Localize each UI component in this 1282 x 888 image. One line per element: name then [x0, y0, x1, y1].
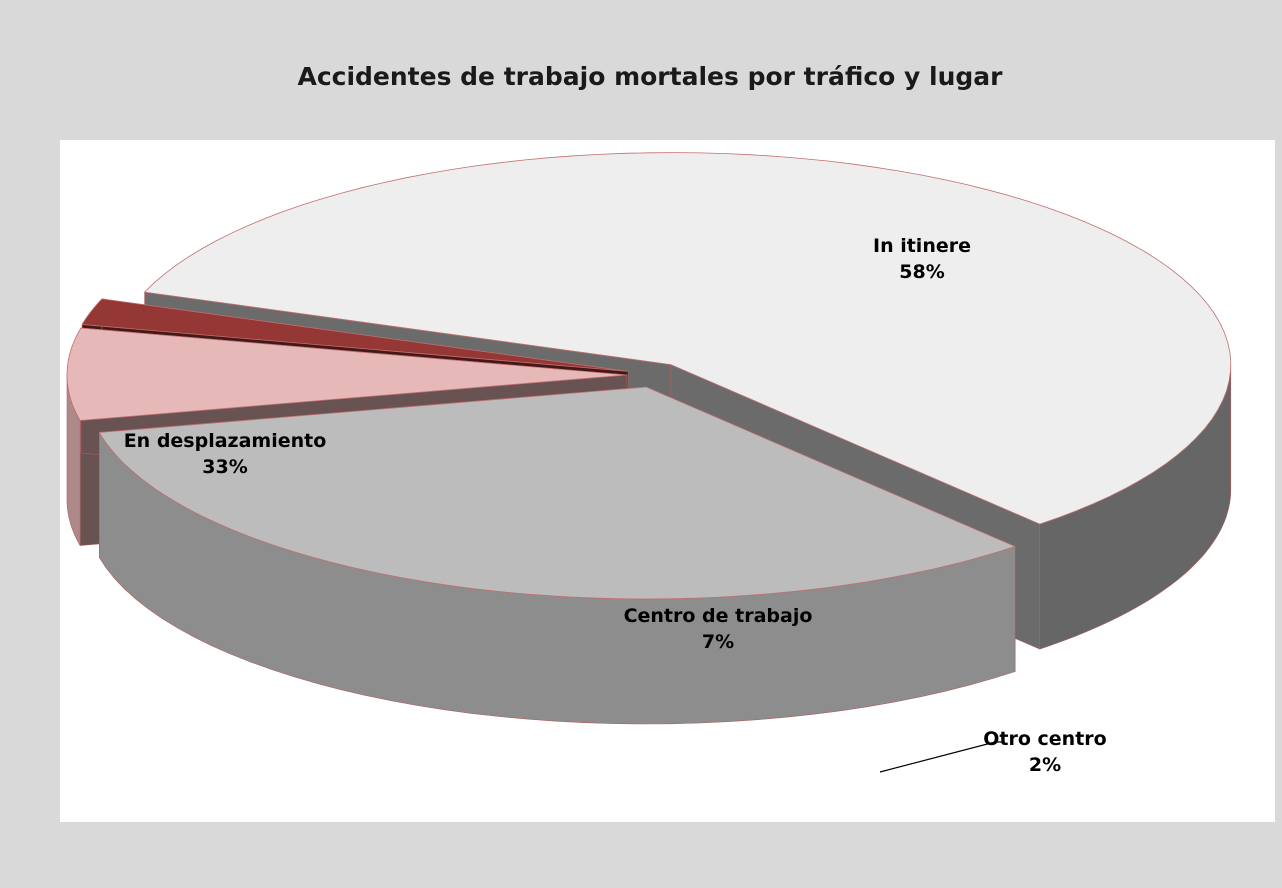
slice-top	[143, 152, 1232, 525]
data-label-name: In itinere	[873, 235, 971, 257]
leader-line	[879, 741, 1005, 773]
data-label: Otro centro 2%	[983, 728, 1106, 776]
data-label-value: 7%	[702, 631, 734, 653]
data-label-name: En desplazamiento	[124, 430, 327, 452]
data-label: In itinere 58%	[873, 235, 971, 283]
slice-top	[81, 298, 629, 372]
chart-title: Accidentes de trabajo mortales por tráfi…	[297, 62, 1003, 91]
data-label: En desplazamiento 33%	[124, 430, 327, 478]
slice	[98, 386, 1017, 725]
slice-top	[66, 327, 628, 421]
data-label-name: Otro centro	[983, 728, 1106, 750]
slice-top	[98, 386, 1017, 600]
data-label-value: 2%	[1029, 754, 1061, 776]
data-label-value: 33%	[202, 456, 247, 478]
data-label-name: Centro de trabajo	[624, 605, 813, 627]
data-label: Centro de trabajo 7%	[624, 605, 813, 653]
pie	[66, 152, 1232, 725]
data-label-value: 58%	[899, 261, 944, 283]
